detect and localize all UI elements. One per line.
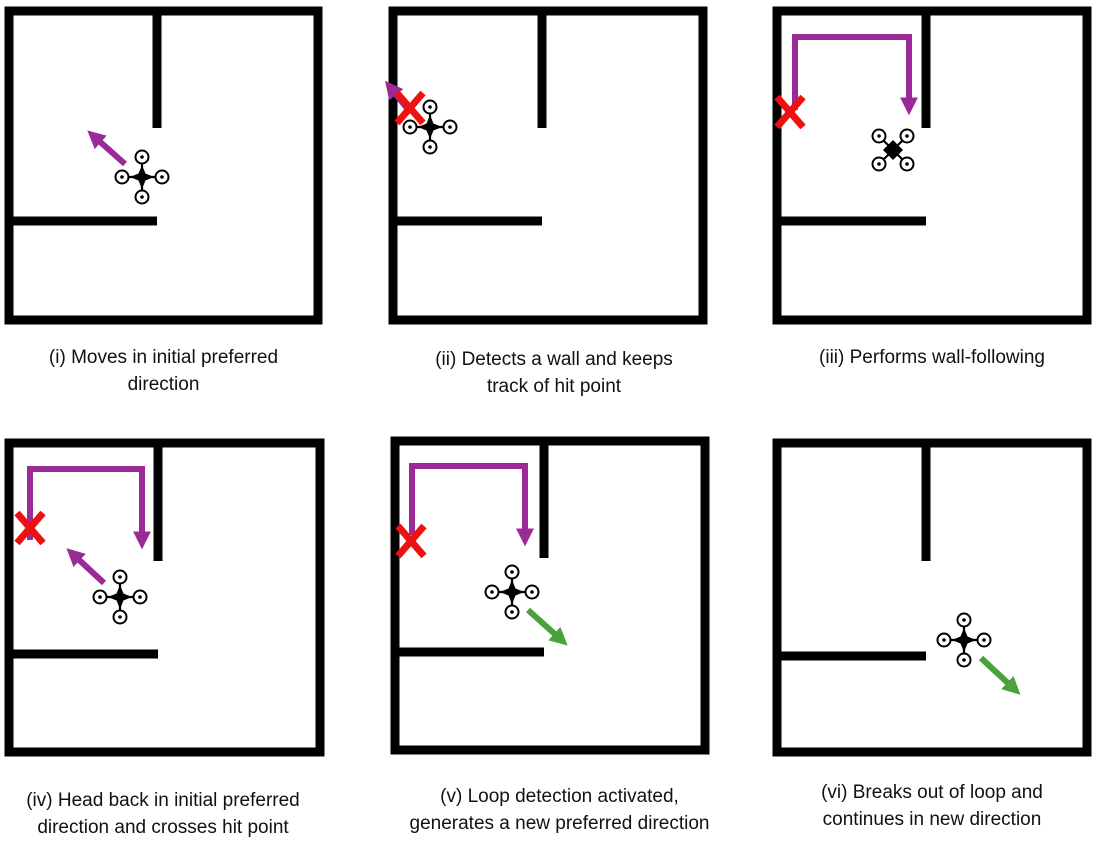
room-outline xyxy=(4,6,323,325)
hit-point-x-icon xyxy=(774,94,806,130)
caption-line: (i) Moves in initial preferred xyxy=(48,347,279,368)
caption-ii: (ii) Detects a wall and keeps track of h… xyxy=(379,346,729,400)
room-outline xyxy=(4,438,325,757)
drone-icon xyxy=(114,149,170,205)
wall-following-path-arrow xyxy=(792,34,918,116)
hit-point-x-icon xyxy=(395,523,427,559)
caption-line: track of hit point xyxy=(486,376,622,397)
caption-line: (iv) Head back in initial preferred xyxy=(26,790,300,811)
drone-icon xyxy=(871,128,915,172)
drone-icon xyxy=(402,99,458,155)
drone-icon xyxy=(92,569,148,625)
new-direction-arrow xyxy=(525,607,568,646)
panel-v xyxy=(390,436,710,755)
caption-line: generates a new preferred direction xyxy=(409,813,710,834)
new-direction-arrow xyxy=(978,655,1021,695)
panel-iv xyxy=(4,438,325,757)
caption-v: (v) Loop detection activated, generates … xyxy=(382,783,737,837)
caption-line: (vi) Breaks out of loop and xyxy=(821,782,1043,803)
caption-line: direction and crosses hit point xyxy=(37,817,289,838)
caption-line: (ii) Detects a wall and keeps xyxy=(435,349,673,370)
panel-ii xyxy=(385,6,708,325)
preferred-direction-arrow xyxy=(87,130,127,167)
panel-i xyxy=(4,6,323,325)
hit-point-x-icon xyxy=(14,510,46,546)
room-outline xyxy=(388,6,708,325)
caption-iii: (iii) Performs wall-following xyxy=(765,344,1099,371)
wall-following-path-arrow xyxy=(409,463,534,547)
caption-vi: (vi) Breaks out of loop and continues in… xyxy=(765,779,1099,833)
room-outline xyxy=(390,436,710,755)
wall-following-path-arrow xyxy=(27,466,151,550)
hit-point-x-icon xyxy=(394,90,426,126)
room-outline xyxy=(772,6,1092,325)
room-outline xyxy=(772,438,1092,757)
panel-vi xyxy=(772,438,1092,757)
caption-i: (i) Moves in initial preferred direction xyxy=(0,344,327,398)
caption-line: continues in new direction xyxy=(822,809,1042,830)
caption-line: direction xyxy=(127,374,200,395)
caption-line: (iii) Performs wall-following xyxy=(819,347,1045,368)
caption-line: (v) Loop detection activated, xyxy=(440,786,679,807)
drone-icon xyxy=(936,612,992,668)
preferred-direction-arrow xyxy=(66,548,107,586)
drone-icon xyxy=(484,564,540,620)
caption-iv: (iv) Head back in initial preferred dire… xyxy=(0,787,326,841)
panel-iii xyxy=(772,6,1092,325)
